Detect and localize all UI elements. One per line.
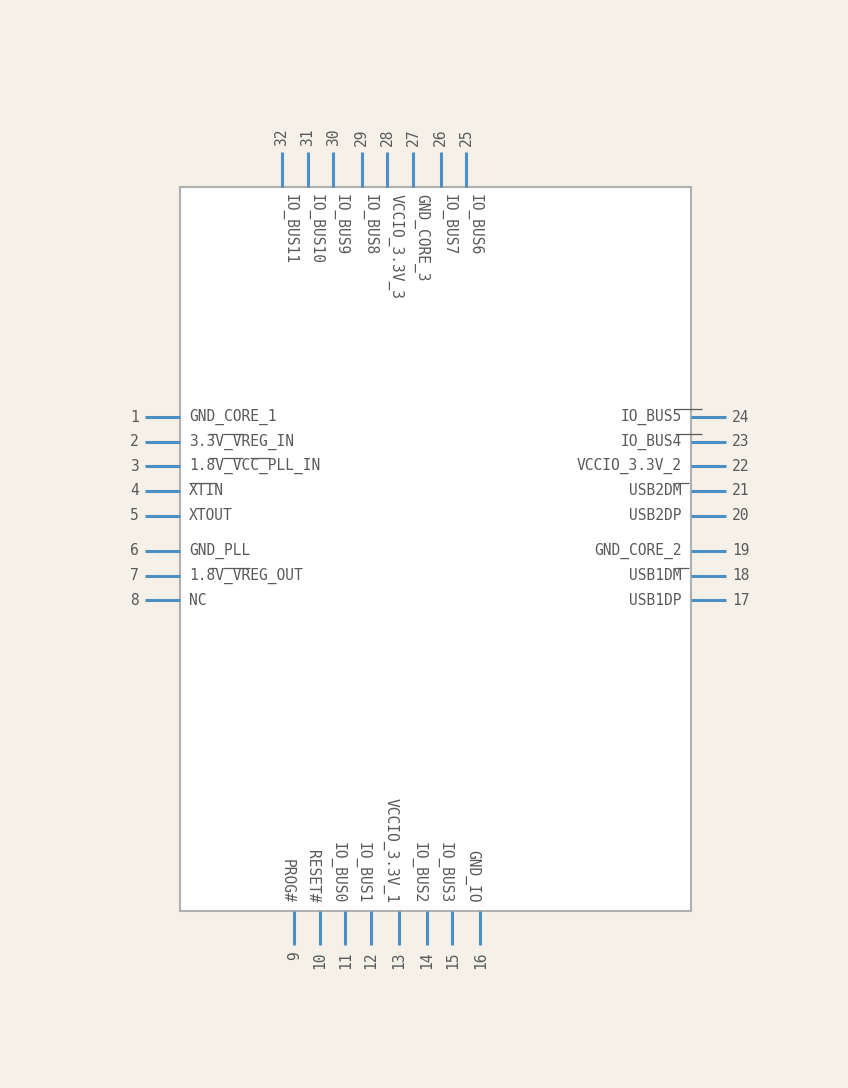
Text: GND_CORE_3: GND_CORE_3	[413, 195, 429, 282]
Text: XTOUT: XTOUT	[189, 508, 232, 523]
Text: IO_BUS6: IO_BUS6	[466, 195, 483, 256]
Text: 31: 31	[300, 128, 315, 146]
Text: 1.8V_VREG_OUT: 1.8V_VREG_OUT	[189, 568, 303, 584]
Text: 16: 16	[473, 951, 488, 969]
Text: 22: 22	[732, 459, 750, 473]
Text: 15: 15	[445, 951, 460, 969]
Text: 24: 24	[732, 409, 750, 424]
Text: 13: 13	[392, 951, 406, 969]
Text: 4: 4	[130, 483, 138, 498]
Text: GND_CORE_2: GND_CORE_2	[594, 543, 682, 559]
Text: RESET#: RESET#	[305, 851, 320, 903]
Text: USB1DM: USB1DM	[629, 568, 682, 583]
Text: 30: 30	[326, 128, 341, 146]
Text: 5: 5	[130, 508, 138, 523]
Text: IO_BUS3: IO_BUS3	[436, 842, 453, 903]
Text: 8: 8	[130, 593, 138, 608]
Text: IO_BUS9: IO_BUS9	[333, 195, 349, 256]
Text: 19: 19	[732, 544, 750, 558]
Text: 23: 23	[732, 434, 750, 449]
Text: VCCIO_3.3V_1: VCCIO_3.3V_1	[382, 798, 399, 903]
Text: 2: 2	[130, 434, 138, 449]
Bar	[180, 187, 691, 911]
Text: 32: 32	[275, 128, 289, 146]
Text: 3.3V_VREG_IN: 3.3V_VREG_IN	[189, 433, 294, 449]
Text: 25: 25	[459, 128, 474, 146]
Text: 7: 7	[130, 568, 138, 583]
Text: USB2DM: USB2DM	[629, 483, 682, 498]
Text: 29: 29	[354, 128, 369, 146]
Text: GND_IO: GND_IO	[464, 851, 480, 903]
Text: IO_BUS11: IO_BUS11	[282, 195, 298, 264]
Text: 27: 27	[405, 128, 421, 146]
Text: 1.8V_VCC_PLL_IN: 1.8V_VCC_PLL_IN	[189, 458, 321, 474]
Text: VCCIO_3.3V_2: VCCIO_3.3V_2	[577, 458, 682, 474]
Text: IO_BUS5: IO_BUS5	[621, 409, 682, 425]
Text: 11: 11	[338, 951, 353, 969]
Text: GND_PLL: GND_PLL	[189, 543, 250, 559]
Text: IO_BUS4: IO_BUS4	[621, 433, 682, 449]
Text: USB1DP: USB1DP	[629, 593, 682, 608]
Text: NC: NC	[189, 593, 206, 608]
Text: 28: 28	[380, 128, 395, 146]
Text: IO_BUS8: IO_BUS8	[362, 195, 378, 256]
Text: PROG#: PROG#	[279, 860, 294, 903]
Text: 17: 17	[732, 593, 750, 608]
Text: 1: 1	[130, 409, 138, 424]
Text: USB2DP: USB2DP	[629, 508, 682, 523]
Text: VCCIO_3.3V_3: VCCIO_3.3V_3	[388, 195, 404, 299]
Text: 14: 14	[420, 951, 434, 969]
Text: GND_CORE_1: GND_CORE_1	[189, 409, 276, 425]
Text: 6: 6	[130, 544, 138, 558]
Text: 20: 20	[732, 508, 750, 523]
Text: IO_BUS0: IO_BUS0	[329, 842, 345, 903]
Text: XTIN: XTIN	[189, 483, 224, 498]
Text: 9: 9	[287, 951, 302, 960]
Text: IO_BUS2: IO_BUS2	[410, 842, 427, 903]
Text: IO_BUS7: IO_BUS7	[441, 195, 457, 256]
Text: 12: 12	[364, 951, 378, 969]
Text: IO_BUS10: IO_BUS10	[308, 195, 324, 264]
Text: 10: 10	[312, 951, 327, 969]
Text: 3: 3	[130, 459, 138, 473]
Text: 26: 26	[433, 128, 449, 146]
Text: 21: 21	[732, 483, 750, 498]
Text: IO_BUS1: IO_BUS1	[354, 842, 371, 903]
Text: 18: 18	[732, 568, 750, 583]
